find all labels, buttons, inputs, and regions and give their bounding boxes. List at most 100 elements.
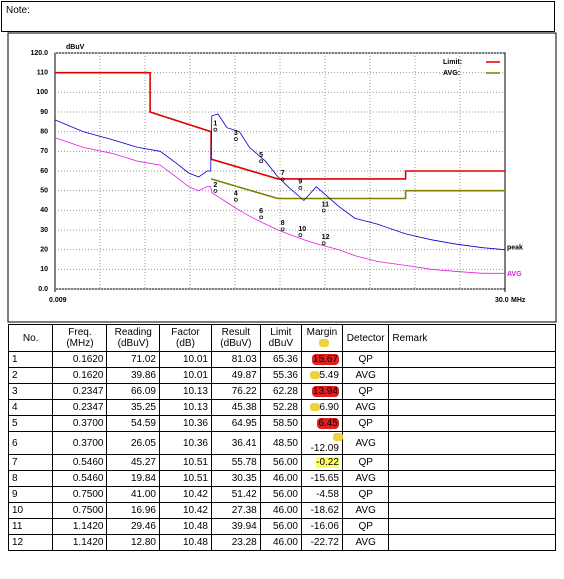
table-cell: 10.51 [158,470,212,487]
cell-text: 81.03 [231,354,257,365]
cell-text: 10.01 [182,354,208,365]
table-cell: 12 [7,534,54,551]
table-cell: 10.01 [158,367,212,384]
cell-text: 19.84 [130,473,156,484]
y-tick-label: 110 [37,70,48,77]
cell-text: 8 [12,473,18,484]
cell-text: 10.13 [182,402,208,413]
table-cell [388,518,556,535]
series-line [54,137,505,274]
cell-text: 3 [12,386,18,397]
column-header: Remark [388,324,556,352]
table-cell [388,486,556,503]
table-row: 12 1.1420 12.80 10.48 23.28 46.00 -22.72 AVG [7,534,556,551]
y-tick-label: 20 [40,247,48,254]
table-cell: 11 [7,518,54,535]
marker-label: 3 [234,130,238,137]
table-cell [388,534,556,551]
cell-text: 11 [12,521,23,532]
cell-text: -16.06 [310,521,339,532]
table-cell [388,367,556,384]
cell-text: 64.95 [231,418,257,429]
header-text: Margin [306,327,338,338]
cell-text: 10.42 [182,505,208,516]
cell-text: -0.22 [316,457,339,468]
marker-label: 10 [298,226,306,233]
cell-text: 1.1420 [72,537,104,548]
table-row: 10 0.7500 16.96 10.42 27.38 46.00 -18.62 AVG [7,502,556,519]
table-cell: 55.78 [210,454,261,471]
cell-text: 51.42 [231,489,257,500]
cell-text: 10.51 [182,457,208,468]
comment-icon [318,339,329,348]
table-cell: 8 [7,470,54,487]
table-cell: 10.42 [158,502,212,519]
table-cell: 49.87 [210,367,261,384]
table-cell: 12.80 [106,534,160,551]
cell-text: 55.78 [231,457,257,468]
table-row: 1 0.1620 71.02 10.01 81.03 65.36 15.67 QP [7,351,556,368]
table-cell: 10.36 [158,431,212,455]
table-cell: 54.59 [106,415,160,432]
cell-text: 10.36 [182,418,208,429]
cell-text: 41.00 [130,489,156,500]
cell-text: 52.28 [272,402,298,413]
cell-text: 45.38 [231,402,257,413]
marker-label: 7 [281,170,285,177]
column-header: Detector [341,324,390,352]
table-row: 6 0.3700 26.05 10.36 36.41 48.50 -12.09 AVG [7,431,556,455]
table-cell: 1 [7,351,54,368]
table-row: 4 0.2347 35.25 10.13 45.38 52.28 -6.90 AVG [7,399,556,416]
table-cell: 1.1420 [52,534,108,551]
marker [213,127,218,132]
column-header: Result (dBuV) [210,324,261,352]
cell-text: 0.3700 [72,437,104,449]
table-cell: -4.58 [300,486,343,503]
cell-text: 0.1620 [72,370,104,381]
cell-text: -18.62 [310,505,339,516]
table-cell: -0.22 [300,454,343,471]
table-cell [388,351,556,368]
cell-text: 10.48 [182,537,208,548]
table-cell: 46.00 [259,534,302,551]
table-cell: 5 [7,415,54,432]
table-cell: 62.28 [259,383,302,400]
table-row: 9 0.7500 41.00 10.42 51.42 56.00 -4.58 QP [7,486,556,503]
table-cell: 0.3700 [52,415,108,432]
x-tick-label: 0.009 [49,297,67,304]
header-text: Remark [392,332,428,344]
table-cell: 36.41 [210,431,261,455]
cell-text: 5 [12,418,18,429]
table-cell: 29.46 [106,518,160,535]
table-row: 7 0.5460 45.27 10.51 55.78 56.00 -0.22 QP [7,454,556,471]
marker [298,186,303,190]
marker-label: 4 [234,191,238,198]
table-cell: 35.25 [106,399,160,416]
cell-text: 55.36 [272,370,298,381]
table-cell: 10.36 [158,415,212,432]
marker-label: 12 [322,234,330,241]
table-cell [388,383,556,400]
marker [259,159,264,164]
table-cell [388,470,556,487]
cell-text: 35.25 [130,402,156,413]
cell-text: AVG [355,437,376,449]
table-cell [388,431,556,455]
cell-text: 56.00 [272,457,298,468]
y-axis-label: dBuV [66,44,85,51]
y-tick-label: 100 [36,89,48,96]
cell-text: 54.59 [130,418,156,429]
table-cell: AVG [341,399,390,416]
cell-text: 0.7500 [72,505,104,516]
cell-text: 48.50 [272,437,298,449]
column-header: Limit dBuV [259,324,302,352]
cell-text: 56.00 [272,521,298,532]
marker-label: 9 [298,179,302,186]
table-cell: AVG [341,534,390,551]
header-text: (dBuV) [220,338,252,349]
cell-text: 76.22 [231,386,257,397]
table-cell: 13.94 [300,383,343,400]
table-cell: 81.03 [210,351,261,368]
table-cell: QP [341,351,390,368]
table-cell [388,415,556,432]
